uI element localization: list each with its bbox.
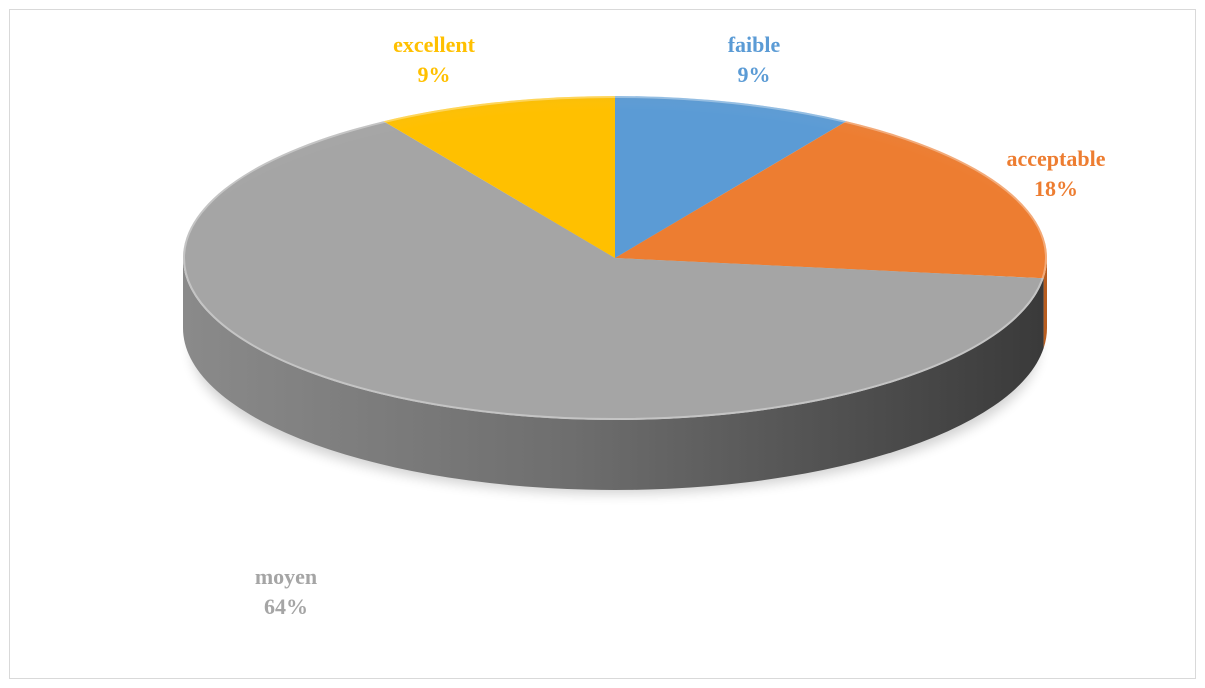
pie-slices [182, 96, 1047, 421]
data-label-acceptable-percent: 18% [1034, 176, 1078, 201]
data-label-acceptable-category: acceptable [1007, 146, 1106, 171]
data-label-faible-percent: 9% [738, 62, 771, 87]
data-label-excellent-category: excellent [393, 32, 476, 57]
side-wall-acceptable [1043, 258, 1047, 349]
pie-data-labels: faible 9% acceptable 18% moyen 64% excellent 9% [255, 32, 1106, 619]
pie-rim-highlight [183, 96, 1047, 420]
data-label-excellent-percent: 9% [418, 62, 451, 87]
data-label-faible-category: faible [728, 32, 781, 57]
pie-side-walls [183, 258, 1047, 490]
side-wall-moyen [183, 258, 1044, 490]
data-label-moyen-percent: 64% [264, 594, 308, 619]
data-label-moyen-category: moyen [255, 564, 317, 589]
